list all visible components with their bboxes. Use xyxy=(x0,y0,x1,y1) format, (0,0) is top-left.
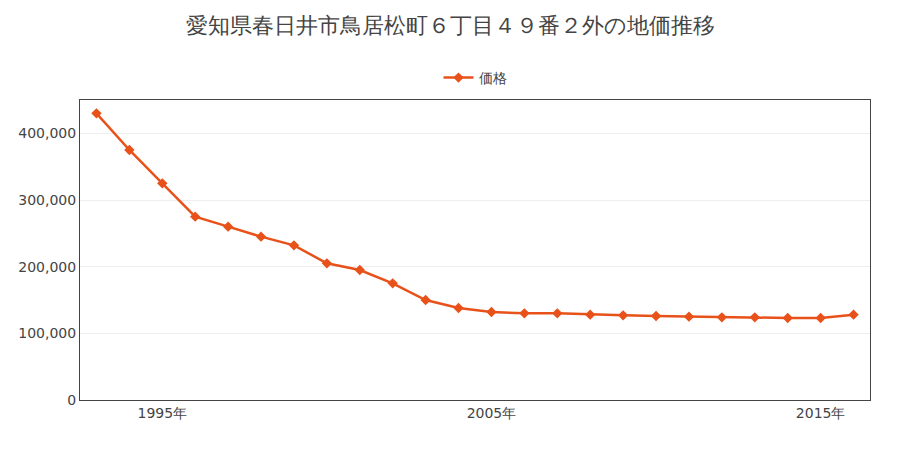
svg-text:2015年: 2015年 xyxy=(796,405,846,421)
svg-text:1995年: 1995年 xyxy=(137,405,187,421)
svg-text:200,000: 200,000 xyxy=(18,259,76,275)
svg-text:愛知県春日井市鳥居松町６丁目４９番２外の地価推移: 愛知県春日井市鳥居松町６丁目４９番２外の地価推移 xyxy=(186,13,715,38)
svg-text:2005年: 2005年 xyxy=(467,405,517,421)
svg-text:0: 0 xyxy=(67,392,76,408)
svg-text:100,000: 100,000 xyxy=(18,325,76,341)
svg-text:300,000: 300,000 xyxy=(18,192,76,208)
svg-text:400,000: 400,000 xyxy=(18,125,76,141)
svg-text:価格: 価格 xyxy=(479,70,507,86)
